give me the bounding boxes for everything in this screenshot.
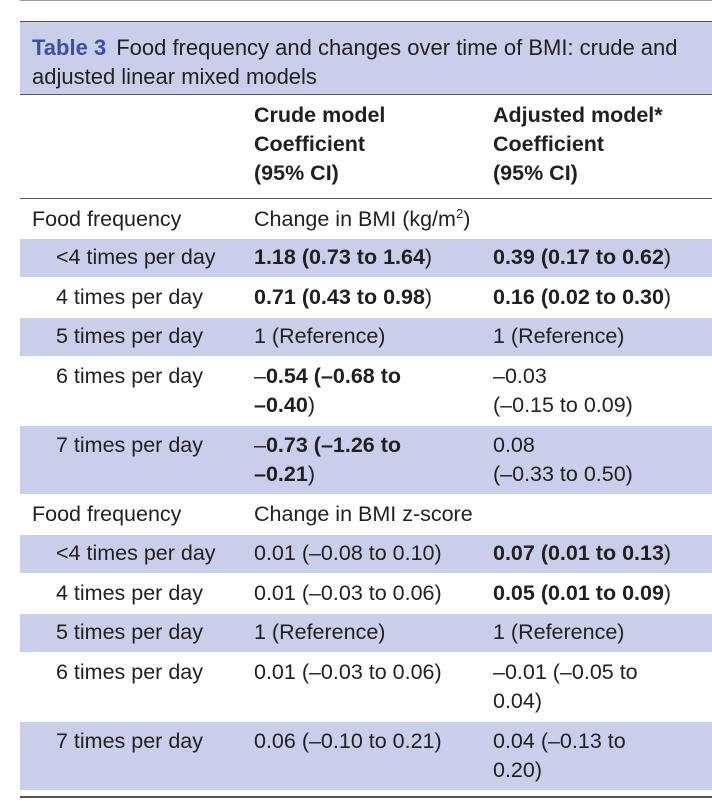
- header-crude-line-2: Coefficient: [254, 132, 366, 156]
- adjusted-value-line-1: 0.08: [493, 433, 535, 457]
- crude-value: 0.71 (0.43 to 0.98): [254, 285, 433, 309]
- adjusted-value-line-2: 0.04): [493, 689, 543, 713]
- crude-value: 0.06 (–0.10 to 0.21): [254, 729, 442, 753]
- adjusted-value-line-1: –0.01 (–0.05 to: [493, 660, 638, 684]
- table-row: 6 times per day –0.54 (–0.68 to –0.40) –…: [20, 358, 712, 424]
- row-label: 4 times per day: [56, 581, 203, 605]
- bottom-rule: [20, 796, 712, 798]
- table-row: 5 times per day 1 (Reference) 1 (Referen…: [20, 318, 712, 356]
- adjusted-value: 0.07 (0.01 to 0.13): [493, 541, 672, 565]
- section-outcome: Change in BMI z-score: [254, 502, 473, 526]
- section-row: Food frequency Change in BMI z-score: [20, 496, 712, 534]
- adjusted-value: 1 (Reference): [493, 324, 625, 348]
- row-label: 5 times per day: [56, 620, 203, 644]
- row-label: <4 times per day: [56, 245, 216, 269]
- adjusted-value: 0.39 (0.17 to 0.62): [493, 245, 672, 269]
- header-crude-line-3: (95% CI): [254, 161, 339, 185]
- row-label: 5 times per day: [56, 324, 203, 348]
- adjusted-value: 0.16 (0.02 to 0.30): [493, 285, 672, 309]
- table-title: Food frequency and changes over time of …: [32, 35, 678, 89]
- table-number: Table 3: [32, 35, 107, 60]
- adjusted-value: 1 (Reference): [493, 620, 625, 644]
- crude-value-line-2: –0.21): [254, 462, 315, 486]
- crude-value: 1 (Reference): [254, 620, 386, 644]
- crude-value: 0.01 (–0.08 to 0.10): [254, 541, 442, 565]
- adjusted-value-line-2: (–0.33 to 0.50): [493, 462, 633, 486]
- table-row: 4 times per day 0.01 (–0.03 to 0.06) 0.0…: [20, 575, 712, 613]
- row-label: <4 times per day: [56, 541, 216, 565]
- header-crude: Crude model Coefficient (95% CI): [254, 101, 385, 188]
- crude-value: 1.18 (0.73 to 1.64): [254, 245, 433, 269]
- header-adjusted-line-2: Coefficient: [493, 132, 605, 156]
- caption-text: Table 3 Food frequency and changes over t…: [32, 33, 702, 91]
- table-row: 4 times per day 0.71 (0.43 to 0.98) 0.16…: [20, 279, 712, 317]
- adjusted-value-line-2: (–0.15 to 0.09): [493, 393, 633, 417]
- row-label: 7 times per day: [56, 729, 203, 753]
- table-row: <4 times per day 0.01 (–0.08 to 0.10) 0.…: [20, 535, 712, 573]
- header-rule: [20, 198, 712, 199]
- crude-value: 0.01 (–0.03 to 0.06): [254, 660, 442, 684]
- header-adjusted-line-1: Adjusted model*: [493, 103, 663, 127]
- header-adjusted: Adjusted model* Coefficient (95% CI): [493, 101, 663, 188]
- crude-value-line-1: –0.73 (–1.26 to: [254, 433, 402, 457]
- adjusted-value: 0.05 (0.01 to 0.09): [493, 581, 672, 605]
- table-caption: Table 3 Food frequency and changes over t…: [20, 21, 712, 95]
- top-rule: [20, 0, 712, 1]
- section-row: Food frequency Change in BMI (kg/m2): [20, 201, 712, 239]
- section-label: Food frequency: [32, 207, 182, 231]
- adjusted-value-line-1: –0.03: [493, 364, 547, 388]
- section-outcome: Change in BMI (kg/m2): [254, 205, 471, 231]
- crude-value: 1 (Reference): [254, 324, 386, 348]
- row-label: 6 times per day: [56, 660, 203, 684]
- table-row: 5 times per day 1 (Reference) 1 (Referen…: [20, 614, 712, 652]
- adjusted-value-line-1: 0.04 (–0.13 to: [493, 729, 626, 753]
- crude-value-line-2: –0.40): [254, 393, 315, 417]
- row-label: 6 times per day: [56, 364, 203, 388]
- header-crude-line-1: Crude model: [254, 103, 386, 127]
- row-label: 7 times per day: [56, 433, 203, 457]
- table-row: 7 times per day –0.73 (–1.26 to –0.21) 0…: [20, 426, 712, 494]
- table-row: <4 times per day 1.18 (0.73 to 1.64) 0.3…: [20, 239, 712, 277]
- adjusted-value-line-2: 0.20): [493, 758, 543, 782]
- table-row: 6 times per day 0.01 (–0.03 to 0.06) –0.…: [20, 654, 712, 720]
- row-label: 4 times per day: [56, 285, 203, 309]
- crude-value: 0.01 (–0.03 to 0.06): [254, 581, 442, 605]
- header-adjusted-line-3: (95% CI): [493, 161, 578, 185]
- table-row: 7 times per day 0.06 (–0.10 to 0.21) 0.0…: [20, 722, 712, 790]
- section-label: Food frequency: [32, 502, 182, 526]
- crude-value-line-1: –0.54 (–0.68 to: [254, 364, 402, 388]
